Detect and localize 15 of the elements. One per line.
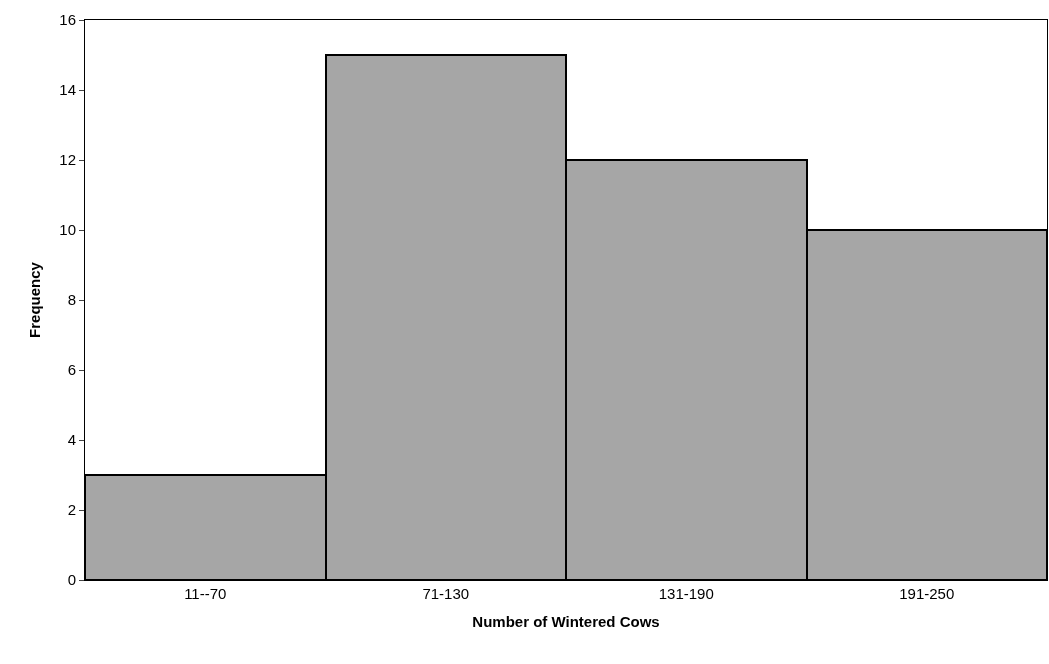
y-tick-label: 2 xyxy=(67,501,76,519)
y-tick-label: 6 xyxy=(67,361,76,379)
y-tick-label: 16 xyxy=(59,11,76,29)
x-tick-label: 71-130 xyxy=(422,585,470,602)
y-axis-title: Frequency xyxy=(25,261,43,338)
x-tick-label: 11--70 xyxy=(184,585,227,602)
x-tick-label: 131-190 xyxy=(658,585,714,602)
y-tick-label: 14 xyxy=(59,81,76,99)
y-tick-label: 0 xyxy=(67,571,76,589)
y-tick-label: 8 xyxy=(67,291,76,309)
x-tick-label: 191-250 xyxy=(899,585,955,602)
x-axis-title: Number of Wintered Cows xyxy=(472,613,660,630)
y-tick-label: 12 xyxy=(59,151,76,169)
y-tick-label: 10 xyxy=(59,221,76,239)
y-tick-label: 4 xyxy=(67,431,76,449)
